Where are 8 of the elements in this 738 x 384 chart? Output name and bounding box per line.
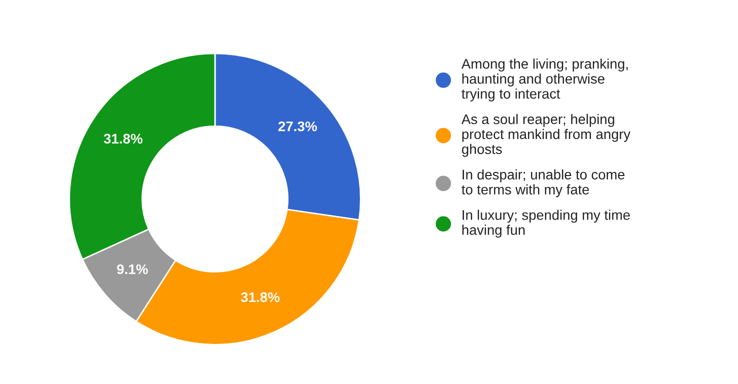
data-label: 9.1% bbox=[117, 264, 148, 274]
legend-label: In luxury; spending my time having fun bbox=[462, 210, 630, 238]
legend-label: As a soul reaper; helping protect mankind from angry ghosts bbox=[461, 114, 630, 157]
data-label: 27.3% bbox=[278, 121, 317, 132]
data-label: 31.8% bbox=[104, 134, 142, 144]
legend-label: In despair; unable to come to terms with my fate bbox=[462, 169, 624, 198]
legend-label: Among the living; pranking, haunting and otherwise trying to interact bbox=[461, 58, 628, 102]
data-label: 31.8% bbox=[240, 292, 280, 302]
